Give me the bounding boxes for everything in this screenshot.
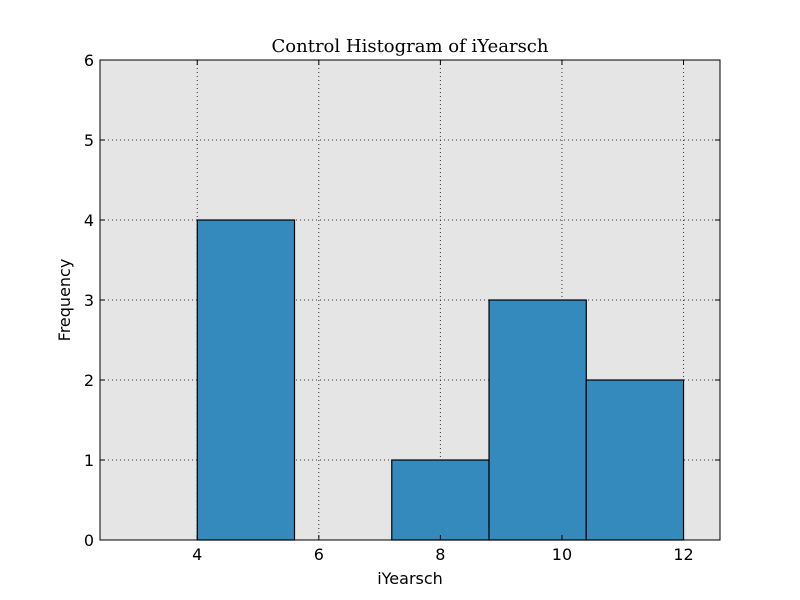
histogram-bar [391,459,490,541]
y-tick-label: 6 [84,51,94,70]
y-tick-label: 2 [84,371,94,390]
chart-title: Control Histogram of iYearsch [272,36,549,57]
y-tick-label: 1 [84,451,94,470]
histogram-bar [196,219,296,541]
histogram-bars [196,219,685,541]
y-axis-label: Frequency [55,259,74,342]
x-tick-label: 6 [314,545,324,564]
x-tick-label: 10 [552,545,572,564]
x-tick-label: 8 [435,545,445,564]
histogram-bar [488,299,587,541]
x-tick-label: 4 [192,545,202,564]
y-tick-label: 0 [84,531,94,550]
x-tick-label: 12 [673,545,693,564]
x-axis-label: iYearsch [377,569,443,588]
y-tick-label: 3 [84,291,94,310]
histogram-bar [585,379,685,541]
y-tick-label: 4 [84,211,94,230]
y-tick-label: 5 [84,131,94,150]
